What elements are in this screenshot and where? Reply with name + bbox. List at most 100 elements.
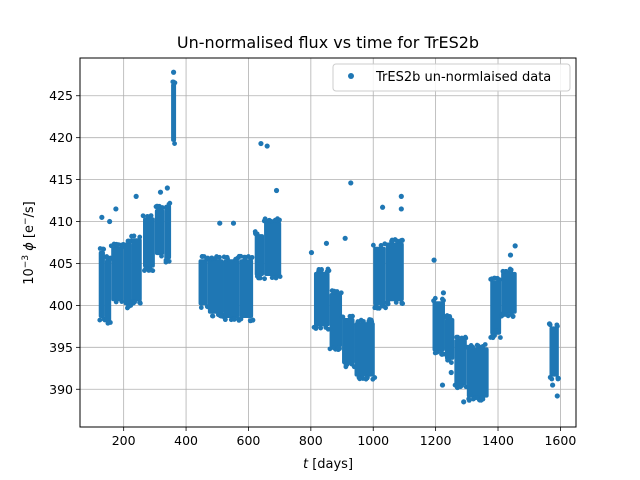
- data-point: [137, 300, 143, 306]
- data-segment: [171, 83, 177, 142]
- data-point: [198, 305, 204, 310]
- data-segment: [223, 259, 240, 318]
- data-point: [222, 317, 228, 323]
- data-point: [230, 220, 237, 226]
- data-point: [439, 351, 445, 357]
- data-point: [277, 274, 283, 280]
- data-segment: [329, 292, 343, 348]
- data-points: [97, 69, 561, 405]
- data-point: [105, 320, 111, 326]
- data-point: [269, 275, 275, 281]
- data-point: [266, 218, 272, 223]
- data-point: [357, 376, 363, 382]
- data-point: [253, 231, 258, 237]
- data-point: [132, 299, 138, 305]
- x-tick-label: 400: [174, 433, 198, 448]
- data-point: [331, 288, 337, 294]
- data-point: [213, 255, 219, 261]
- data-point: [148, 213, 154, 219]
- data-point: [327, 346, 333, 352]
- data-segment: [98, 250, 105, 318]
- data-point: [262, 276, 267, 282]
- data-point: [554, 393, 560, 399]
- data-point: [343, 362, 349, 368]
- data-point: [250, 317, 256, 323]
- data-point: [461, 399, 467, 405]
- data-point: [378, 243, 384, 248]
- legend-label: TrES2b un-normlaised data: [375, 70, 551, 85]
- x-tick-label: 1200: [420, 433, 452, 448]
- y-tick-label: 425: [49, 88, 73, 103]
- data-point: [463, 335, 469, 341]
- data-point: [97, 246, 103, 251]
- data-point: [155, 203, 161, 209]
- data-point: [336, 345, 342, 350]
- data-point: [459, 383, 465, 388]
- data-segment: [313, 271, 330, 327]
- data-point: [398, 238, 404, 243]
- y-tick-label: 390: [49, 382, 73, 397]
- data-point: [474, 342, 480, 348]
- data-point: [375, 305, 380, 311]
- data-point: [555, 376, 561, 382]
- x-tick-label: 600: [237, 433, 261, 448]
- y-tick-label: 420: [49, 130, 73, 145]
- data-point: [114, 241, 119, 247]
- data-point: [232, 316, 237, 322]
- x-tick-label: 1000: [357, 433, 389, 448]
- data-point: [482, 342, 488, 347]
- data-point: [249, 254, 255, 260]
- data-point: [498, 335, 503, 340]
- data-point: [104, 255, 110, 261]
- data-point: [166, 258, 172, 264]
- data-segment: [104, 259, 112, 323]
- data-point: [113, 206, 119, 212]
- data-point: [507, 252, 514, 258]
- data-segment: [239, 259, 254, 318]
- data-point: [546, 321, 553, 327]
- data-point: [399, 300, 405, 306]
- data-point: [364, 375, 370, 381]
- data-point: [256, 273, 262, 279]
- data-point: [347, 313, 353, 319]
- data-segment: [111, 246, 124, 302]
- data-point: [108, 243, 114, 249]
- x-tick-label: 1400: [482, 433, 514, 448]
- y-tick-label: 405: [49, 256, 73, 271]
- data-segment: [490, 280, 502, 335]
- data-point: [129, 233, 134, 239]
- data-point: [225, 256, 230, 262]
- data-point: [145, 213, 150, 219]
- y-tick-label: 395: [49, 340, 73, 355]
- data-point: [170, 69, 177, 75]
- data-segment: [143, 217, 155, 268]
- data-point: [318, 325, 324, 331]
- data-point: [466, 397, 472, 403]
- x-tick-label: 200: [112, 433, 136, 448]
- data-point: [107, 218, 113, 225]
- data-point: [455, 334, 461, 340]
- data-point: [493, 327, 500, 334]
- data-point: [379, 204, 386, 210]
- data-point: [209, 255, 215, 261]
- data-point: [488, 276, 494, 282]
- data-point: [258, 140, 264, 147]
- data-point: [504, 312, 509, 318]
- data-segment: [549, 326, 559, 377]
- data-segment: [444, 317, 455, 360]
- data-point: [468, 343, 474, 348]
- data-point: [238, 253, 244, 259]
- legend-marker: [348, 73, 354, 79]
- data-point: [467, 390, 473, 397]
- x-axis-label: t [days]: [303, 457, 353, 472]
- data-segment: [154, 208, 165, 256]
- data-point: [159, 253, 164, 259]
- data-point: [446, 357, 452, 363]
- data-point: [210, 313, 216, 319]
- data-point: [432, 295, 438, 301]
- data-point: [470, 396, 476, 402]
- data-point: [358, 317, 364, 323]
- y-tick-label: 410: [49, 214, 73, 229]
- data-segment: [354, 322, 375, 377]
